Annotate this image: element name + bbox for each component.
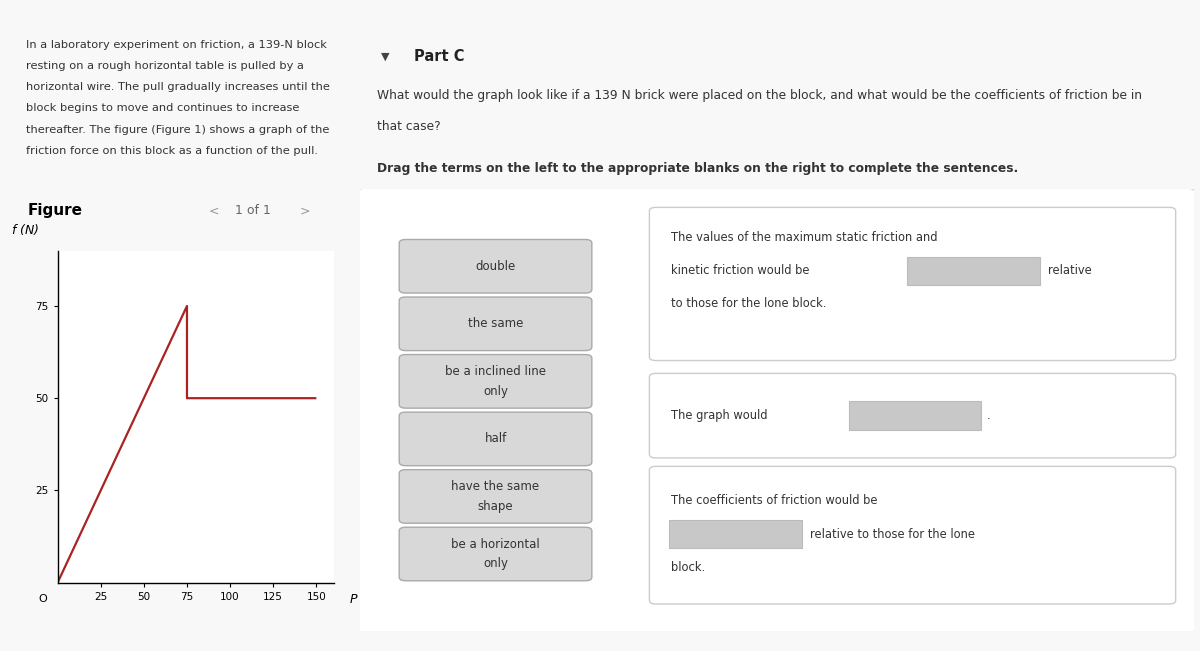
FancyBboxPatch shape bbox=[649, 208, 1176, 361]
Text: relative to those for the lone: relative to those for the lone bbox=[810, 527, 976, 540]
Text: Figure: Figure bbox=[28, 203, 83, 218]
FancyBboxPatch shape bbox=[848, 402, 982, 430]
Text: 1 of 1: 1 of 1 bbox=[235, 204, 270, 217]
Text: Part C: Part C bbox=[414, 49, 464, 64]
FancyBboxPatch shape bbox=[400, 240, 592, 293]
Text: friction force on this block as a function of the pull.: friction force on this block as a functi… bbox=[25, 146, 318, 156]
Text: block begins to move and continues to increase: block begins to move and continues to in… bbox=[25, 104, 299, 113]
FancyBboxPatch shape bbox=[400, 355, 592, 408]
Text: double: double bbox=[475, 260, 516, 273]
Text: resting on a rough horizontal table is pulled by a: resting on a rough horizontal table is p… bbox=[25, 61, 304, 71]
Text: have the same: have the same bbox=[451, 480, 540, 493]
Text: .: . bbox=[986, 409, 990, 422]
FancyBboxPatch shape bbox=[400, 412, 592, 465]
Text: half: half bbox=[485, 432, 506, 445]
FancyBboxPatch shape bbox=[400, 527, 592, 581]
FancyBboxPatch shape bbox=[670, 520, 802, 548]
Text: shape: shape bbox=[478, 500, 514, 513]
Text: $f$ (N): $f$ (N) bbox=[11, 223, 38, 238]
Text: be a inclined line: be a inclined line bbox=[445, 365, 546, 378]
FancyBboxPatch shape bbox=[649, 374, 1176, 458]
Text: What would the graph look like if a 139 N brick were placed on the block, and wh: What would the graph look like if a 139 … bbox=[377, 89, 1141, 102]
Text: the same: the same bbox=[468, 317, 523, 330]
Text: The graph would: The graph would bbox=[671, 409, 768, 422]
FancyBboxPatch shape bbox=[358, 188, 1195, 633]
Text: ▼: ▼ bbox=[380, 51, 389, 61]
Text: only: only bbox=[484, 557, 508, 570]
Text: <: < bbox=[209, 204, 220, 217]
Text: O: O bbox=[38, 594, 47, 603]
Text: relative: relative bbox=[1048, 264, 1092, 277]
Text: The values of the maximum static friction and: The values of the maximum static frictio… bbox=[671, 231, 937, 244]
Text: >: > bbox=[300, 204, 310, 217]
Text: The coefficients of friction would be: The coefficients of friction would be bbox=[671, 494, 877, 507]
Text: Drag the terms on the left to the appropriate blanks on the right to complete th: Drag the terms on the left to the approp… bbox=[377, 162, 1018, 175]
Text: block.: block. bbox=[671, 561, 706, 574]
Text: horizontal wire. The pull gradually increases until the: horizontal wire. The pull gradually incr… bbox=[25, 82, 330, 92]
Text: be a horizontal: be a horizontal bbox=[451, 538, 540, 551]
Text: thereafter. The figure (Figure 1) shows a graph of the: thereafter. The figure (Figure 1) shows … bbox=[25, 124, 329, 135]
Text: In a laboratory experiment on friction, a 139-N block: In a laboratory experiment on friction, … bbox=[25, 40, 326, 49]
Text: P (N): P (N) bbox=[350, 593, 380, 605]
FancyBboxPatch shape bbox=[649, 466, 1176, 604]
Text: to those for the lone block.: to those for the lone block. bbox=[671, 298, 827, 311]
FancyBboxPatch shape bbox=[400, 297, 592, 351]
Text: kinetic friction would be: kinetic friction would be bbox=[671, 264, 810, 277]
FancyBboxPatch shape bbox=[907, 256, 1039, 285]
Text: that case?: that case? bbox=[377, 120, 440, 133]
FancyBboxPatch shape bbox=[400, 469, 592, 523]
Text: only: only bbox=[484, 385, 508, 398]
